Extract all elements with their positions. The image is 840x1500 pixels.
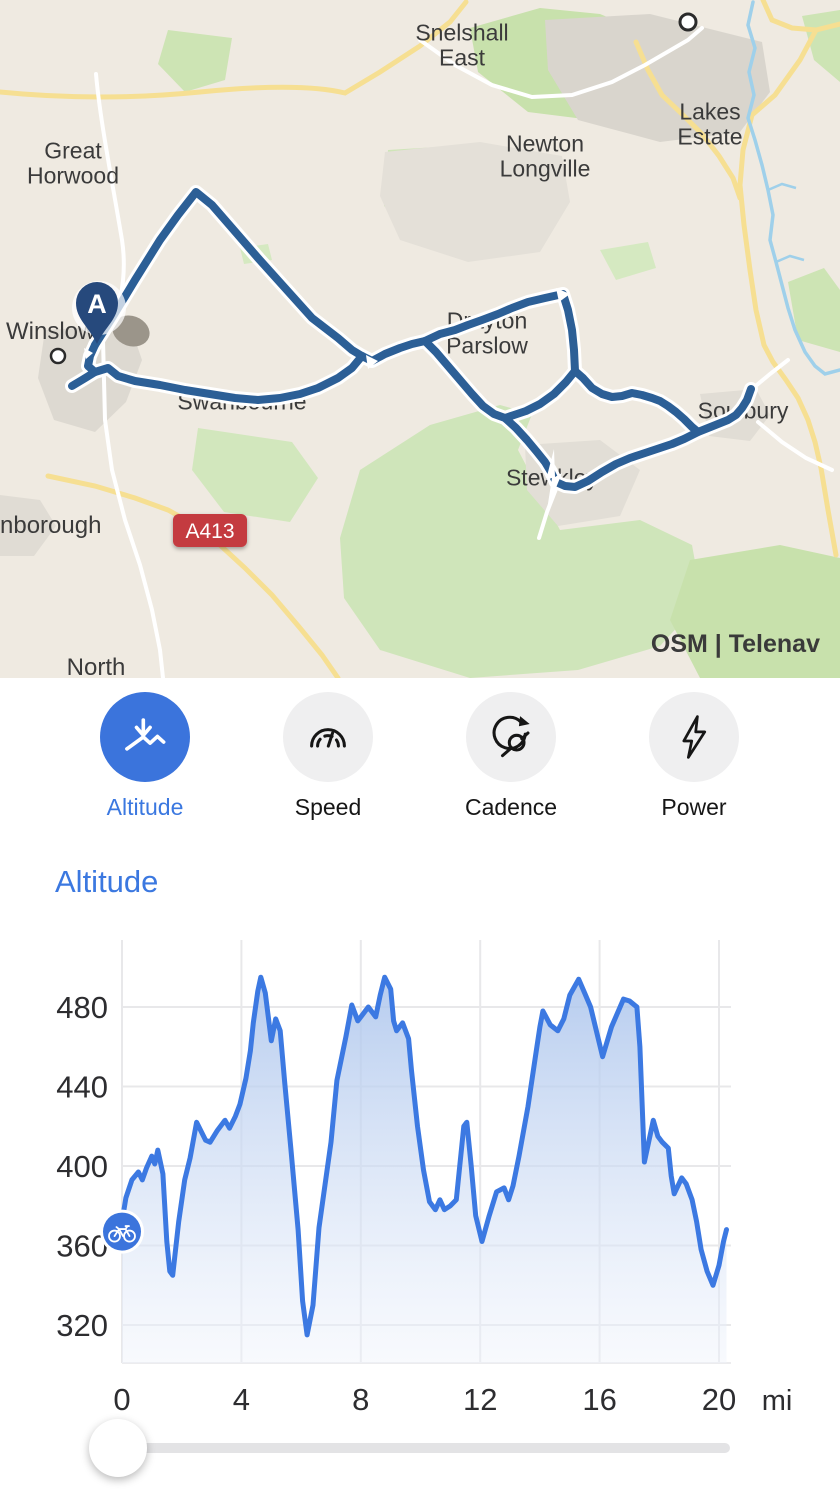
map-place-label: North [67,654,126,678]
tab-cadence-label[interactable]: Cadence [464,794,558,820]
pin-a-label: A [87,289,107,319]
chart-position-marker[interactable] [100,1209,144,1254]
svg-text:360: 360 [56,1229,108,1264]
chart-series [119,974,729,1363]
svg-text:12: 12 [463,1382,497,1417]
map-place-label: nborough [0,512,101,539]
town-circle-marker [678,12,698,32]
cadence-icon [492,715,530,758]
route-line [68,188,755,491]
river-branch [767,182,805,264]
altitude-chart[interactable]: 320 360 400 440 480 0 4 8 12 16 20 mi [0,930,840,1420]
svg-text:20: 20 [702,1382,736,1417]
town-circle-marker [49,347,67,365]
map-attribution: OSM | Telenav [651,630,820,658]
map-place-label: Great Horwood [27,137,119,188]
pin-a-icon [76,282,118,344]
tab-altitude[interactable] [100,692,190,782]
map-place-label: Newton Longville [500,130,591,181]
route-map[interactable]: Snelshall East Great Horwood Newton Longville… [0,0,840,681]
speed-gauge-icon [310,728,346,748]
altitude-icon [125,718,166,751]
svg-text:4: 4 [233,1382,250,1417]
svg-text:0: 0 [113,1382,130,1417]
route-direction-arrows [84,288,570,510]
svg-text:440: 440 [56,1070,108,1105]
tab-power[interactable] [649,692,739,782]
map-canvas: Snelshall East Great Horwood Newton Longville… [0,0,840,681]
road-badge-a413: A413 [173,514,247,547]
power-bolt-icon [682,715,707,759]
scrub-slider-thumb[interactable] [89,1419,147,1477]
road-badge-label: A413 [185,520,234,543]
svg-text:16: 16 [582,1382,616,1417]
svg-text:8: 8 [352,1382,369,1417]
start-pin-marker[interactable]: A [72,281,126,344]
tab-speed-label[interactable]: Speed [294,794,362,820]
tab-altitude-label[interactable]: Altitude [106,794,184,820]
tab-cadence[interactable] [466,692,556,782]
chart-axis-labels: 320 360 400 440 480 0 4 8 12 16 20 mi [56,990,792,1417]
bicycle-icon [108,1225,136,1243]
tab-speed[interactable] [283,692,373,782]
tab-power-label[interactable]: Power [661,794,727,820]
svg-text:400: 400 [56,1149,108,1184]
map-place-label: Snelshall East [415,19,508,70]
svg-text:320: 320 [56,1308,108,1343]
scrub-slider-track[interactable] [118,1443,730,1453]
river [746,0,840,376]
x-axis-unit: mi [762,1385,793,1417]
map-place-label: Lakes Estate [677,98,742,149]
page-title: Altitude [55,864,159,899]
svg-text:480: 480 [56,990,108,1025]
